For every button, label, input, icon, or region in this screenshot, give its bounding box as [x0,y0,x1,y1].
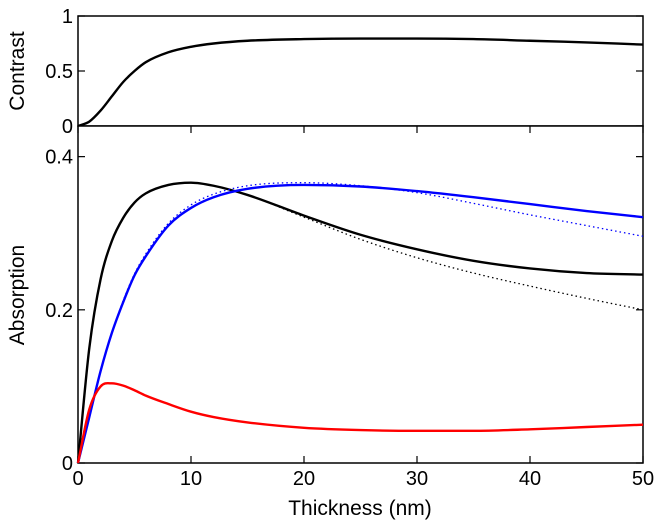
absorption-y-ticks: 0 0.2 0.4 [45,147,643,475]
series-line [77,182,644,464]
series-line [77,182,644,464]
series-line [76,381,644,464]
absorption-y-axis-label: Absorption [6,245,29,345]
y-tick-label: 0 [62,453,73,475]
contrast-plot-area [77,15,644,127]
y-tick-label: 0.5 [45,61,73,83]
x-tick-label: 40 [519,468,541,490]
x-axis-label: Thickness (nm) [288,497,432,520]
y-tick-label: 0.2 [45,300,73,322]
y-tick-label: 0 [62,116,73,138]
y-tick-label: 1 [62,6,73,28]
contrast-series-group [77,37,644,128]
x-tick-label: 20 [293,468,315,490]
contrast-panel: 0 0.5 1 Contrast [6,6,644,138]
absorption-x-ticks: 0 10 20 30 40 50 [72,126,654,490]
series-line [77,37,644,128]
absorption-plot-area [77,125,644,464]
x-tick-label: 10 [180,468,202,490]
x-tick-label: 0 [72,468,83,490]
contrast-y-axis-label: Contrast [6,31,29,111]
y-tick-label: 0.4 [45,147,73,169]
absorption-series-group [76,181,644,464]
absorption-panel: 0 0.2 0.4 0 10 20 30 40 50 Absorption Thickness… [6,125,654,520]
x-tick-label: 50 [632,468,654,490]
x-tick-label: 30 [406,468,428,490]
